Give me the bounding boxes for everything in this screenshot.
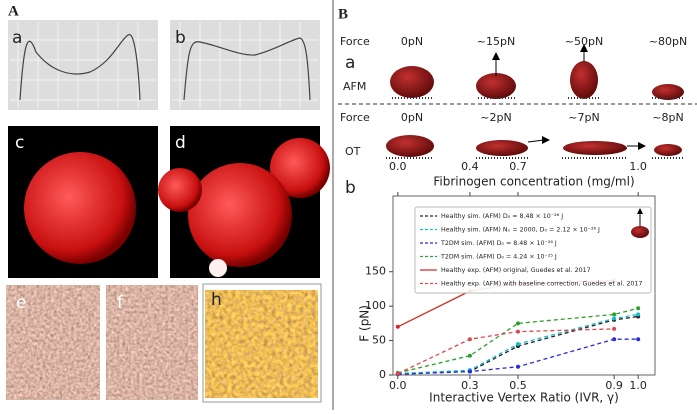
- x-tick-label: 0.0: [389, 379, 407, 392]
- legend-box: [414, 206, 652, 294]
- subpanel-label: h: [211, 290, 222, 310]
- afm-image-f: [106, 285, 198, 400]
- data-point: [515, 342, 520, 347]
- data-point: [612, 316, 617, 321]
- data-point: [636, 306, 641, 311]
- data-point: [636, 312, 641, 317]
- ot-cells: [386, 135, 684, 159]
- force-value: ~8pN: [652, 111, 683, 124]
- legend-label: Healthy exp. (AFM) original, Guedes et a…: [441, 267, 591, 274]
- force-value: ~15pN: [477, 35, 515, 48]
- data-point: [515, 364, 520, 369]
- data-point: [636, 337, 641, 342]
- force-value: 0pN: [401, 111, 423, 124]
- subpanel-label: b: [345, 178, 356, 198]
- force-label: Force: [340, 111, 370, 124]
- y-tick-label: 50: [372, 334, 386, 347]
- x2-tick-label: 0.4: [461, 160, 479, 173]
- inset-arrow-head: [637, 208, 643, 214]
- y-tick-label: 0: [379, 368, 386, 381]
- x-tick-label: 0.3: [461, 379, 479, 392]
- frame: [202, 283, 322, 403]
- legend-label: Healthy sim. (AFM) D₀ = 8.48 × 10⁻²⁶ J: [441, 213, 563, 220]
- data-point: [467, 353, 472, 358]
- series-line: [397, 307, 639, 374]
- x-tick-label: 1.0: [629, 379, 647, 392]
- chart: 0 50 100 150 0.0 0.3 0.5 0.9 1.0 0.0 0.4 0.7 1.0 Inte…: [358, 160, 656, 405]
- data-point: [612, 337, 617, 342]
- data-point: [515, 329, 520, 334]
- y-tick-label: 150: [365, 265, 386, 278]
- data-point: [395, 324, 400, 329]
- subpanel-label: d: [175, 133, 186, 153]
- fluorescence-d: [158, 126, 330, 278]
- subpanel-label: a: [345, 53, 355, 73]
- force-value: ~50pN: [565, 35, 603, 48]
- ot-label: OT: [345, 145, 361, 158]
- afm-image-e: [6, 285, 100, 400]
- legend-label: Healthy sim. (AFM) Nₓ = 2000, D₀ = 2.12 …: [441, 227, 600, 234]
- x2-tick-label: 0.7: [509, 160, 527, 173]
- x2-tick-label: 0.0: [389, 160, 407, 173]
- subpanel-label: c: [15, 133, 24, 153]
- y-tick-label: 100: [365, 299, 386, 312]
- panel-label: A: [8, 3, 19, 19]
- plot-frame: [392, 195, 656, 376]
- x2-axis-label: Fibrinogen concentration (mg/ml): [433, 175, 634, 189]
- force-value: 0pN: [401, 35, 423, 48]
- force-value: ~7pN: [568, 111, 599, 124]
- data-point: [395, 371, 400, 376]
- fluorescence-c: [8, 126, 158, 278]
- x-tick-label: 0.5: [509, 379, 527, 392]
- legend-label: Healthy exp. (AFM) with baseline correct…: [441, 281, 642, 288]
- subpanel-label: f: [117, 293, 124, 313]
- data-point: [515, 321, 520, 326]
- force-value: ~2pN: [480, 111, 511, 124]
- force-value: ~80pN: [649, 35, 687, 48]
- profile-b: [170, 20, 320, 110]
- afm-image-h: [205, 290, 318, 398]
- subpanel-label: b: [175, 28, 186, 48]
- data-point: [612, 312, 617, 317]
- panel-label: B: [338, 6, 348, 22]
- inset-cell: [631, 226, 649, 238]
- force-label: Force: [340, 35, 370, 48]
- legend-label: T2DM sim. (AFM) D₀ = 4.24 × 10⁻²⁵ J: [440, 254, 557, 261]
- x-axis-label: Interactive Vertex Ratio (IVR, γ): [429, 391, 619, 405]
- afm-cells: [390, 44, 684, 100]
- x2-tick-label: 1.0: [629, 160, 647, 173]
- data-point: [467, 337, 472, 342]
- series-line: [397, 328, 615, 375]
- y-axis-label: F (pN): [358, 305, 372, 342]
- data-point: [612, 326, 617, 331]
- data-point: [467, 369, 472, 374]
- subpanel-label: a: [12, 28, 22, 48]
- subpanel-label: e: [16, 293, 26, 313]
- afm-label: AFM: [343, 80, 366, 93]
- profile-a: [8, 20, 158, 110]
- legend-label: T2DM sim. (AFM) D₀ = 8.48 × 10⁻²⁶ J: [440, 240, 557, 247]
- x-tick-label: 0.9: [605, 379, 623, 392]
